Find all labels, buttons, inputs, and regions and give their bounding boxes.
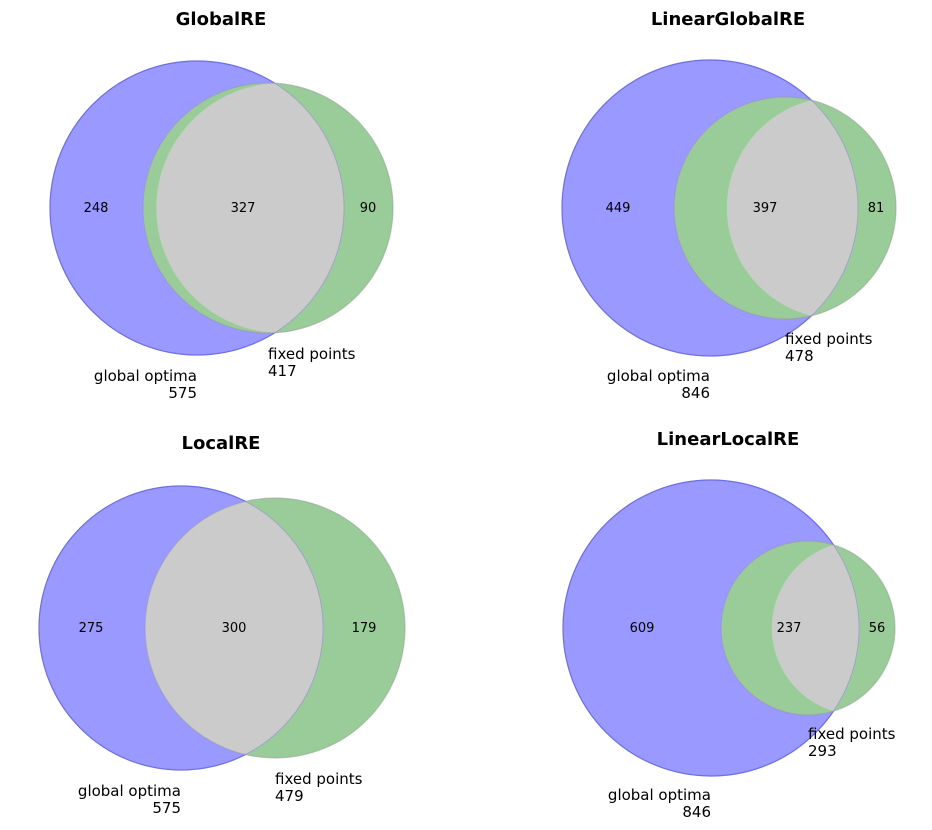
- set-size-fixed-points: 479: [275, 787, 304, 805]
- overlap-region: [726, 100, 858, 316]
- set-label-fixed-points: fixed points: [275, 770, 363, 788]
- set-size-global-optima: 846: [682, 803, 711, 821]
- fixed-points-outline: [673, 96, 897, 320]
- panel-title: LinearLocalRE: [657, 429, 800, 450]
- count-only-global-optima: 275: [79, 621, 104, 636]
- fixed-points-outline: [144, 497, 406, 759]
- count-both: 327: [231, 201, 256, 216]
- set-size-global-optima: 575: [152, 799, 181, 817]
- fixed-points-outline: [720, 540, 896, 716]
- set-size-fixed-points: 478: [785, 347, 814, 365]
- count-both: 237: [777, 621, 802, 636]
- count-only-global-optima: 609: [630, 621, 655, 636]
- set-label-fixed-points: fixed points: [808, 725, 896, 743]
- fixed-points-outline: [142, 82, 394, 334]
- panel-title: LocalRE: [182, 433, 261, 454]
- set-size-global-optima: 846: [681, 384, 710, 402]
- set-size-global-optima: 575: [168, 384, 197, 402]
- panel-title: LinearGlobalRE: [651, 9, 805, 30]
- global-optima-outline: [49, 60, 345, 356]
- set-size-fixed-points: 293: [808, 742, 837, 760]
- overlap-region: [145, 501, 324, 755]
- set-label-fixed-points: fixed points: [268, 345, 356, 363]
- set-label-global-optima: global optima: [607, 367, 710, 385]
- count-both: 397: [753, 201, 778, 216]
- count-both: 300: [222, 621, 247, 636]
- count-only-fixed-points: 81: [868, 201, 885, 216]
- count-only-global-optima: 248: [84, 201, 109, 216]
- set-label-global-optima: global optima: [94, 367, 197, 385]
- count-only-fixed-points: 56: [869, 621, 886, 636]
- global-optima-outline: [562, 479, 860, 777]
- global-optima-outline: [38, 485, 324, 771]
- count-only-fixed-points: 179: [352, 621, 377, 636]
- count-only-fixed-points: 90: [360, 201, 377, 216]
- overlap-region: [156, 83, 344, 333]
- set-label-global-optima: global optima: [78, 782, 181, 800]
- count-only-global-optima: 449: [606, 201, 631, 216]
- overlap-region: [771, 544, 859, 712]
- panel-title: GlobalRE: [176, 9, 267, 30]
- set-size-fixed-points: 417: [268, 362, 297, 380]
- set-label-fixed-points: fixed points: [785, 330, 873, 348]
- set-label-global-optima: global optima: [608, 786, 711, 804]
- global-optima-outline: [561, 59, 859, 357]
